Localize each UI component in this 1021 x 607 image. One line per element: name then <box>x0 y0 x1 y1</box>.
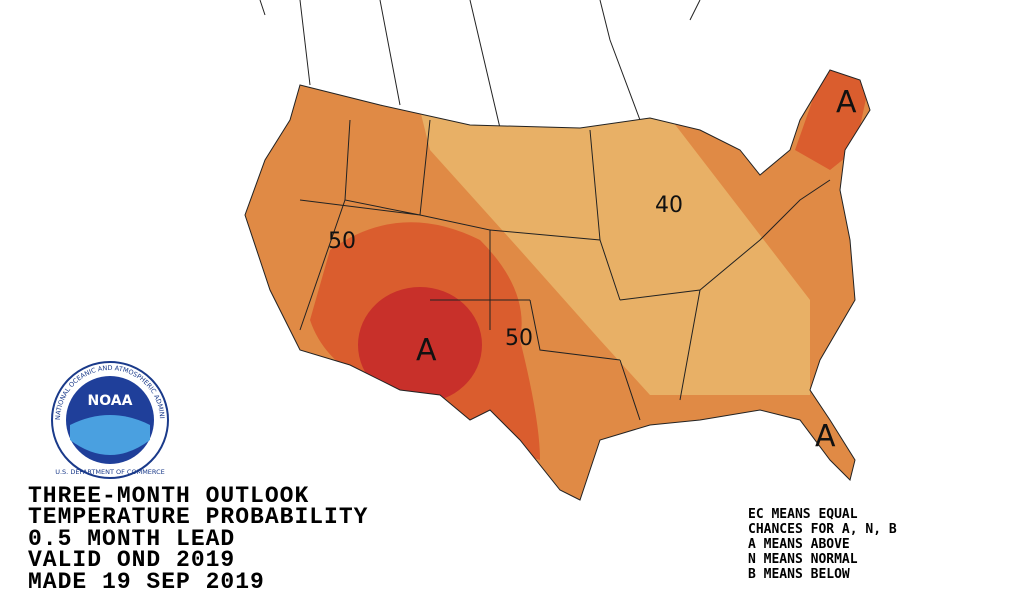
logo-text: NOAA <box>88 393 133 409</box>
legend-line: B MEANS BELOW <box>748 567 850 582</box>
logo-wave <box>70 415 150 455</box>
above-60 <box>358 287 482 403</box>
legend-line: N MEANS NORMAL <box>748 552 858 567</box>
header-line: MADE 19 SEP 2019 <box>28 569 265 595</box>
category-label: A <box>836 85 857 120</box>
borders <box>259 0 701 129</box>
legend: EC MEANS EQUAL CHANCES FOR A, N, B A MEA… <box>748 507 897 582</box>
header-line: THREE-MONTH OUTLOOK <box>28 483 309 509</box>
contour-label: 50 <box>328 229 356 254</box>
legend-line: CHANCES FOR A, N, B <box>748 522 897 537</box>
header-line: TEMPERATURE PROBABILITY <box>28 504 368 530</box>
header-line: 0.5 MONTH LEAD <box>28 526 235 552</box>
legend-line: EC MEANS EQUAL <box>748 507 858 522</box>
logo-bottom-text: U.S. DEPARTMENT OF COMMERCE <box>55 468 165 476</box>
above-low <box>420 105 810 395</box>
map: 50 50 40 A A A <box>244 0 871 501</box>
category-label: A <box>416 333 437 368</box>
contour-label: 40 <box>655 193 683 218</box>
contour-label: 50 <box>505 326 533 351</box>
noaa-logo: NOAA NATIONAL OCEANIC AND ATMOSPHERIC AD… <box>0 0 169 479</box>
header-line: VALID OND 2019 <box>28 547 235 573</box>
category-label: A <box>815 419 836 454</box>
header: THREE-MONTH OUTLOOK TEMPERATURE PROBABIL… <box>28 483 368 595</box>
outlook-areas <box>245 70 870 500</box>
legend-line: A MEANS ABOVE <box>748 537 850 552</box>
state-lines <box>299 119 831 421</box>
logo-ring-path: NATIONAL OCEANIC AND ATMOSPHERIC ADMINIS… <box>0 0 166 420</box>
logo-ring-text: NATIONAL OCEANIC AND ATMOSPHERIC ADMINIS… <box>0 0 166 420</box>
